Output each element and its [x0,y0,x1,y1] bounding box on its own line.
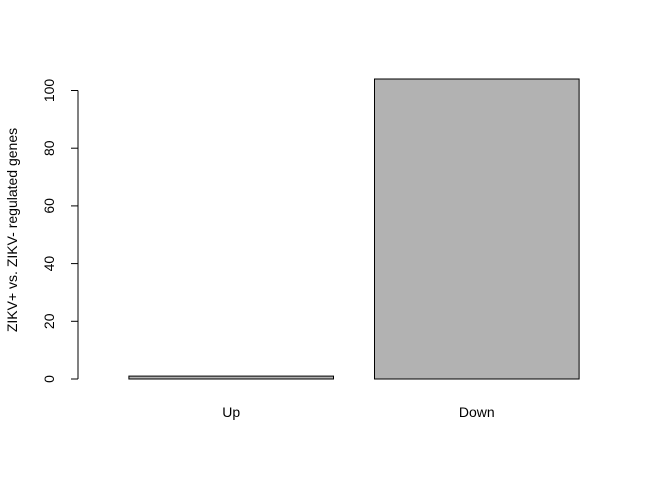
y-tick-label: 100 [41,79,57,103]
bars-group [128,78,580,380]
x-tick-label-down: Down [459,404,495,420]
y-axis: 0 20 40 60 80 100 [41,79,79,383]
x-tick-label-up: Up [222,404,240,420]
y-tick-label: 20 [41,313,57,329]
bar-up [128,375,334,380]
y-axis-label: ZIKV+ vs. ZIKV- regulated genes [4,128,20,332]
x-axis-labels: Up Down [222,404,494,420]
y-tick-label: 60 [41,198,57,214]
bar-down [374,78,580,380]
y-tick-label: 80 [41,140,57,156]
y-tick-label: 0 [41,375,57,383]
y-tick-label: 40 [41,256,57,272]
